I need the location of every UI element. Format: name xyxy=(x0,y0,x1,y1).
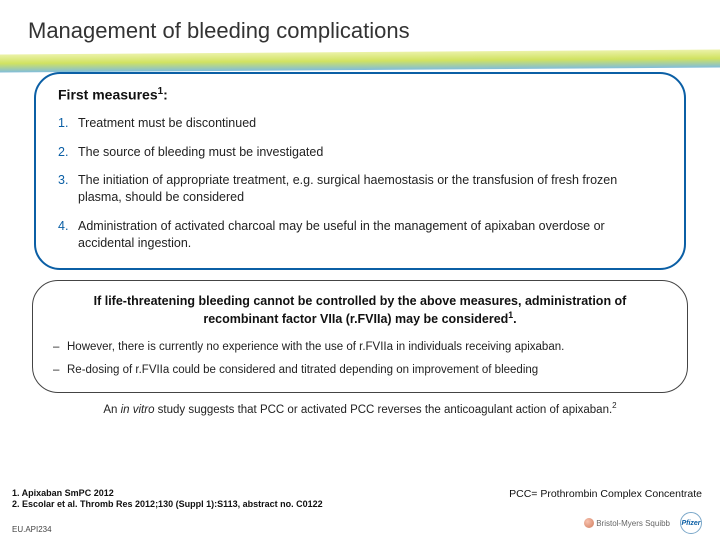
item-text: However, there is currently no experienc… xyxy=(67,340,564,355)
list-item: 4.Administration of activated charcoal m… xyxy=(58,212,662,258)
pfizer-label: Pfizer xyxy=(681,520,700,527)
item-text: Administration of activated charcoal may… xyxy=(78,218,662,252)
dash-icon: – xyxy=(53,340,61,355)
pcc-definition: PCC= Prothrombin Complex Concentrate xyxy=(509,488,702,500)
item-text: Re-dosing of r.FVIIa could be considered… xyxy=(67,363,538,378)
eu-code: EU.API234 xyxy=(12,525,52,534)
item-text: Treatment must be discontinued xyxy=(78,115,256,132)
references: 1. Apixaban SmPC 2012 2. Escolar et al. … xyxy=(12,488,323,511)
first-measures-heading: First measures1: xyxy=(58,86,662,103)
bms-dot-icon xyxy=(584,518,594,528)
list-item: 1. Treatment must be discontinued xyxy=(58,109,662,138)
pfizer-logo: Pfizer xyxy=(680,512,702,534)
reference-2: 2. Escolar et al. Thromb Res 2012;130 (S… xyxy=(12,499,323,510)
reference-1: 1. Apixaban SmPC 2012 xyxy=(12,488,323,499)
decorative-band xyxy=(0,49,720,72)
bms-label: Bristol-Myers Squibb xyxy=(596,519,670,528)
item-number: 3. xyxy=(58,172,72,206)
dash-icon: – xyxy=(53,363,61,378)
first-measures-box: First measures1: 1. Treatment must be dis… xyxy=(34,72,686,270)
logo-row: Bristol-Myers Squibb Pfizer xyxy=(584,512,702,534)
footer-row: 1. Apixaban SmPC 2012 2. Escolar et al. … xyxy=(12,488,702,511)
item-number: 1. xyxy=(58,115,72,132)
life-threatening-list: –However, there is currently no experien… xyxy=(53,336,667,382)
life-threatening-box: If life-threatening bleeding cannot be c… xyxy=(32,280,688,393)
item-number: 2. xyxy=(58,144,72,161)
life-threatening-lead: If life-threatening bleeding cannot be c… xyxy=(53,291,667,336)
item-text: The initiation of appropriate treatment,… xyxy=(78,172,662,206)
item-number: 4. xyxy=(58,218,72,252)
bms-logo: Bristol-Myers Squibb xyxy=(584,518,670,528)
slide: Management of bleeding complications Fir… xyxy=(0,0,720,540)
list-item: –However, there is currently no experien… xyxy=(53,336,667,359)
list-item: –Re-dosing of r.FVIIa could be considere… xyxy=(53,359,667,382)
pcc-study-line: An in vitro study suggests that PCC or a… xyxy=(38,401,682,418)
page-title: Management of bleeding complications xyxy=(28,18,692,44)
list-item: 3.The initiation of appropriate treatmen… xyxy=(58,166,662,212)
list-item: 2. The source of bleeding must be investi… xyxy=(58,138,662,167)
first-measures-list: 1. Treatment must be discontinued 2. The s… xyxy=(58,109,662,258)
item-text: The source of bleeding must be investiga… xyxy=(78,144,323,161)
